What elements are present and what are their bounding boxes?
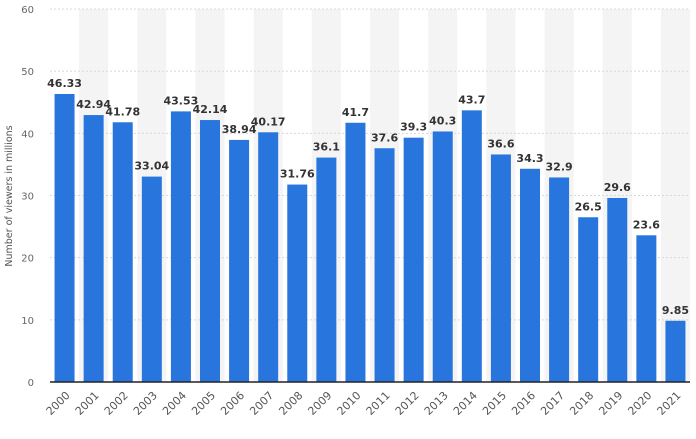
bar-2013 xyxy=(432,131,453,382)
y-axis-label: Number of viewers in millions xyxy=(4,125,15,266)
data-label: 46.33 xyxy=(47,77,82,90)
bar-2002 xyxy=(112,122,133,382)
data-label: 40.3 xyxy=(429,114,456,127)
bar-2021 xyxy=(665,320,686,382)
y-tick-label: 10 xyxy=(21,316,34,327)
y-tick-label: 0 xyxy=(28,378,34,389)
bar-2000 xyxy=(54,93,75,382)
data-label: 42.14 xyxy=(193,103,228,116)
bar-2004 xyxy=(170,111,191,383)
x-tick-label: 2010 xyxy=(335,389,364,418)
data-label: 29.6 xyxy=(604,181,631,194)
x-tick-label: 2018 xyxy=(567,389,596,418)
y-tick-label: 30 xyxy=(21,192,34,203)
x-tick-label: 2007 xyxy=(247,389,276,418)
x-tick-label: 2021 xyxy=(655,389,684,418)
data-label: 43.53 xyxy=(164,94,199,107)
x-tick-label: 2001 xyxy=(73,389,102,418)
bar-2008 xyxy=(287,184,308,382)
data-label: 9.85 xyxy=(662,304,689,317)
data-label: 34.3 xyxy=(516,152,543,165)
x-tick-label: 2017 xyxy=(538,389,567,418)
data-label: 42.94 xyxy=(76,98,111,111)
y-tick-label: 60 xyxy=(21,5,34,16)
bar-2009 xyxy=(316,157,337,382)
data-label: 40.17 xyxy=(251,115,286,128)
bar-2018 xyxy=(578,217,599,382)
x-tick-label: 2002 xyxy=(102,389,131,418)
data-label: 26.5 xyxy=(575,200,602,213)
x-tick-label: 2020 xyxy=(625,389,654,418)
x-tick-label: 2016 xyxy=(509,389,538,418)
bar-2014 xyxy=(461,110,482,382)
bar-2006 xyxy=(229,139,250,382)
data-label: 31.76 xyxy=(280,168,315,181)
x-tick-label: 2006 xyxy=(218,389,247,418)
data-label: 23.6 xyxy=(633,218,660,231)
x-tick-label: 2000 xyxy=(44,389,73,418)
x-tick-label: 2005 xyxy=(189,389,218,418)
bar-2011 xyxy=(374,148,395,382)
bar-2015 xyxy=(490,154,511,382)
bar-2019 xyxy=(607,197,628,382)
x-tick-label: 2003 xyxy=(131,389,160,418)
bar-2012 xyxy=(403,137,424,382)
x-tick-label: 2008 xyxy=(276,389,305,418)
bar-2016 xyxy=(520,168,540,382)
data-label: 41.78 xyxy=(105,105,140,118)
bar-2010 xyxy=(345,122,366,382)
data-label: 39.3 xyxy=(400,121,427,134)
bar-2005 xyxy=(200,120,220,382)
x-tick-label: 2019 xyxy=(596,389,625,418)
x-tick-label: 2015 xyxy=(480,389,509,418)
data-label: 36.1 xyxy=(313,141,340,154)
bar-2003 xyxy=(141,176,162,382)
x-tick-label: 2009 xyxy=(305,389,334,418)
y-tick-label: 50 xyxy=(21,67,34,78)
data-label: 32.9 xyxy=(546,160,573,173)
x-tick-label: 2011 xyxy=(364,389,393,418)
bar-2001 xyxy=(83,115,104,382)
data-label: 37.6 xyxy=(371,131,398,144)
data-label: 36.6 xyxy=(487,137,514,150)
y-tick-label: 20 xyxy=(21,254,34,265)
x-tick-label: 2014 xyxy=(451,389,480,418)
y-tick-label: 40 xyxy=(21,129,34,140)
bar-2017 xyxy=(549,177,570,382)
bar-2020 xyxy=(636,235,657,382)
x-tick-label: 2012 xyxy=(393,389,422,418)
x-tick-label: 2004 xyxy=(160,389,189,418)
data-label: 38.94 xyxy=(222,123,257,136)
bar-2007 xyxy=(258,132,279,382)
x-tick-label: 2013 xyxy=(422,389,451,418)
data-label: 43.7 xyxy=(458,93,485,106)
data-label: 33.04 xyxy=(134,160,169,173)
data-label: 41.7 xyxy=(342,106,369,119)
